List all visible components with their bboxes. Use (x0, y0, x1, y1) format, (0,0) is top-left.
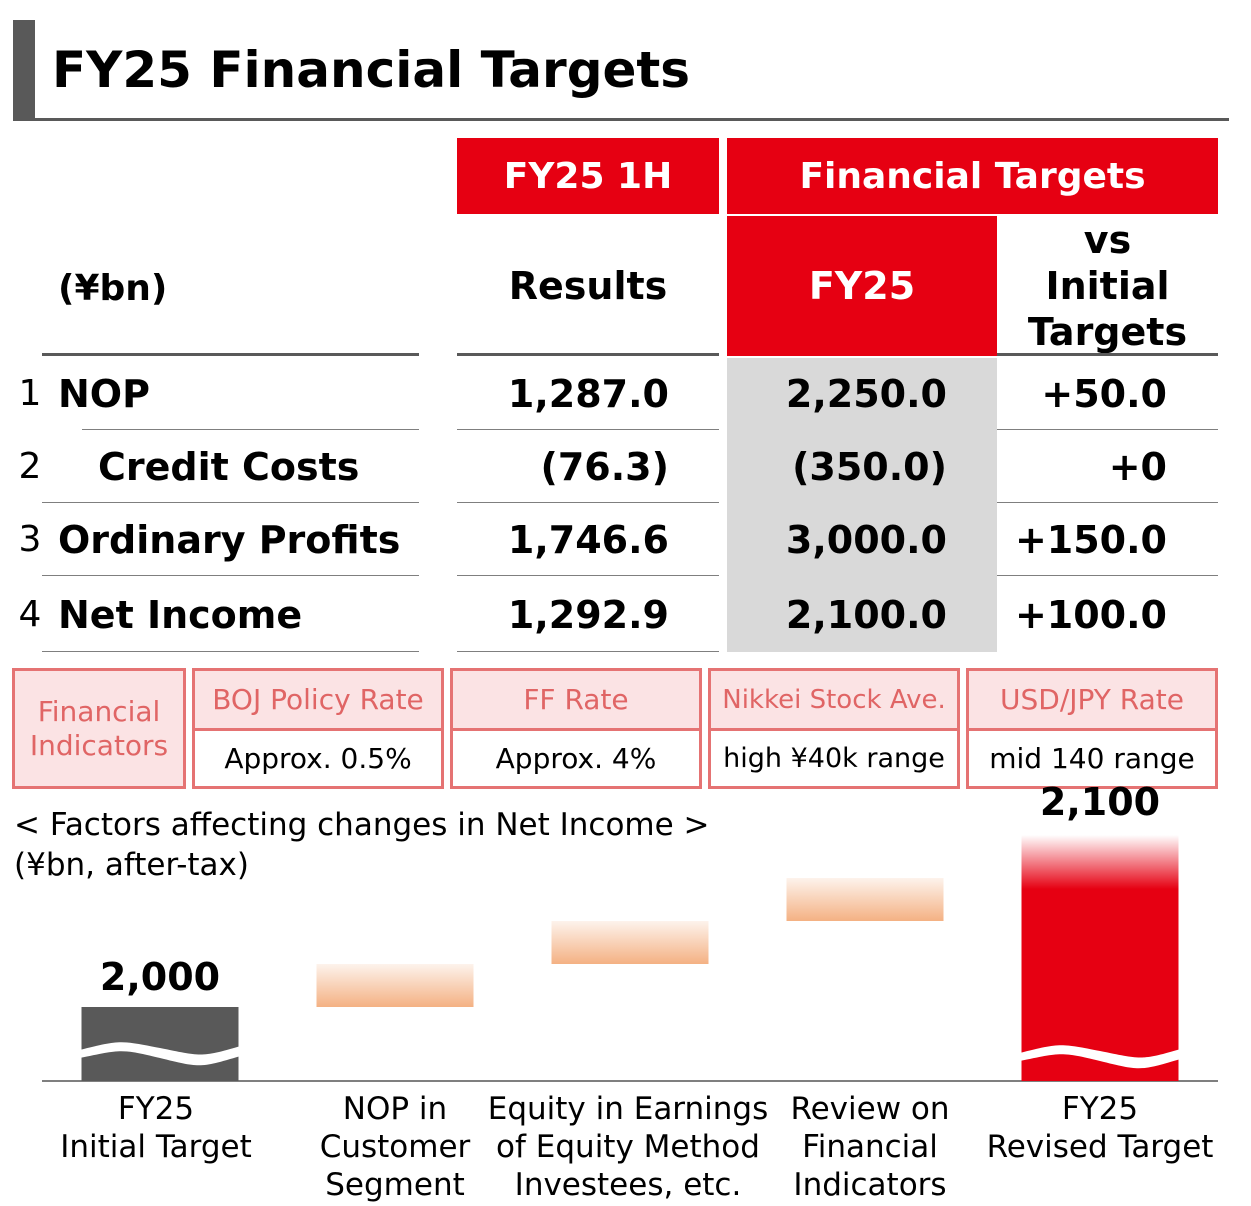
table-unit-label: (¥bn) (58, 268, 168, 309)
value-label-end: 2,100 (1039, 780, 1161, 824)
category-line: Equity in Earnings (487, 1091, 769, 1127)
row-label-net-income: Net Income (58, 593, 303, 637)
category-label-review-indicators: Review on Financial Indicators (770, 1090, 970, 1204)
category-line: FY25 (1061, 1091, 1139, 1127)
chart-unit: (¥bn, after-tax) (14, 847, 249, 883)
bar-end-total (1021, 835, 1179, 1081)
category-line: Indicators (793, 1167, 947, 1203)
row-divider (42, 502, 419, 503)
bar-increase-3 (786, 878, 944, 921)
row-divider (997, 429, 1218, 430)
cell-results-ordinary-profits: 1,746.6 (507, 518, 669, 562)
indicator-name: FF Rate (453, 671, 699, 731)
row-divider (457, 575, 719, 576)
category-label-nop-customer: NOP in Customer Segment (300, 1090, 490, 1204)
row-label-nop: NOP (58, 372, 150, 416)
header-vs-line-3: Targets (1027, 310, 1188, 354)
chart-title: < Factors affecting changes in Net Incom… (14, 807, 710, 843)
indicator-value: Approx. 0.5% (195, 731, 441, 786)
cell-fy25-credit-costs: (350.0) (792, 445, 947, 489)
waterfall-chart (42, 835, 1218, 1082)
cell-vs-ordinary-profits: +150.0 (1014, 518, 1167, 562)
indicator-name: BOJ Policy Rate (195, 671, 441, 731)
fy25-column-background (727, 358, 997, 652)
axis-break-end (1019, 1045, 1181, 1069)
header-vs-initial-targets: vs Initial Targets (997, 216, 1218, 356)
category-line: Financial (802, 1129, 938, 1165)
cell-fy25-net-income: 2,100.0 (785, 593, 947, 637)
page-title: FY25 Financial Targets (52, 41, 691, 99)
indicators-label-line-1: Financial (37, 694, 161, 728)
cell-fy25-nop: 2,250.0 (785, 372, 947, 416)
financial-indicators-label: Financial Indicators (12, 668, 186, 789)
cell-vs-net-income: +100.0 (1014, 593, 1167, 637)
row-divider (997, 575, 1218, 576)
category-label-initial-target: FY25 Initial Target (40, 1090, 272, 1166)
indicator-value: mid 140 range (969, 731, 1215, 786)
row-label-credit-costs: Credit Costs (98, 445, 360, 489)
bar-increase-1 (316, 964, 474, 1007)
header-rule-results (457, 353, 719, 356)
indicators-label-line-2: Indicators (29, 728, 169, 762)
axis-break-start (79, 1042, 241, 1066)
row-divider (457, 651, 719, 652)
category-label-revised-target: FY25 Revised Target (975, 1090, 1225, 1166)
row-number: 3 (18, 519, 42, 560)
indicator-nikkei-stock-ave: Nikkei Stock Ave. high ¥40k range (708, 668, 960, 789)
indicator-name: USD/JPY Rate (969, 671, 1215, 731)
indicator-name: Nikkei Stock Ave. (711, 671, 957, 731)
row-number: 2 (18, 446, 42, 487)
header-fy25-1h: FY25 1H (457, 138, 719, 214)
header-results: Results (508, 264, 668, 308)
cell-vs-nop: +50.0 (1041, 372, 1167, 416)
row-divider (82, 429, 419, 430)
row-number: 1 (18, 373, 42, 414)
indicator-value: high ¥40k range (711, 731, 957, 786)
header-vs-line-2: Initial (1045, 264, 1170, 308)
category-line: Customer (319, 1129, 471, 1165)
category-label-equity-earnings: Equity in Earnings of Equity Method Inve… (478, 1090, 778, 1204)
category-line: NOP in (342, 1091, 448, 1127)
category-line: FY25 (117, 1091, 195, 1127)
row-divider (42, 651, 419, 652)
cell-fy25-ordinary-profits: 3,000.0 (785, 518, 947, 562)
category-line: Investees, etc. (514, 1167, 742, 1203)
category-line: of Equity Method (496, 1129, 760, 1165)
indicator-usd-jpy-rate: USD/JPY Rate mid 140 range (966, 668, 1218, 789)
header-fy25: FY25 (727, 216, 997, 356)
category-line: Initial Target (60, 1129, 252, 1165)
row-divider (997, 502, 1218, 503)
header-rule-vs (997, 353, 1218, 356)
row-divider (42, 575, 419, 576)
indicator-ff-rate: FF Rate Approx. 4% (450, 668, 702, 789)
cell-results-net-income: 1,292.9 (507, 593, 669, 637)
bar-start-total (81, 1007, 239, 1081)
category-line: Review on (790, 1091, 950, 1127)
indicator-value: Approx. 4% (453, 731, 699, 786)
indicator-boj-policy-rate: BOJ Policy Rate Approx. 0.5% (192, 668, 444, 789)
bar-increase-2 (551, 921, 709, 964)
header-rule-label (42, 353, 419, 356)
header-financial-targets: Financial Targets (727, 138, 1218, 214)
cell-results-nop: 1,287.0 (507, 372, 669, 416)
category-line: Segment (325, 1167, 465, 1203)
category-line: Revised Target (986, 1129, 1214, 1165)
row-number: 4 (18, 594, 42, 635)
row-label-ordinary-profits: Ordinary Profits (58, 518, 401, 562)
title-accent-bar (13, 20, 35, 120)
cell-results-credit-costs: (76.3) (540, 445, 670, 489)
title-underline (13, 118, 1229, 121)
value-label-start: 2,000 (99, 955, 221, 999)
header-vs-line-1: vs (1083, 218, 1132, 262)
row-divider (457, 502, 719, 503)
cell-vs-credit-costs: +0 (1108, 445, 1167, 489)
row-divider (457, 429, 719, 430)
